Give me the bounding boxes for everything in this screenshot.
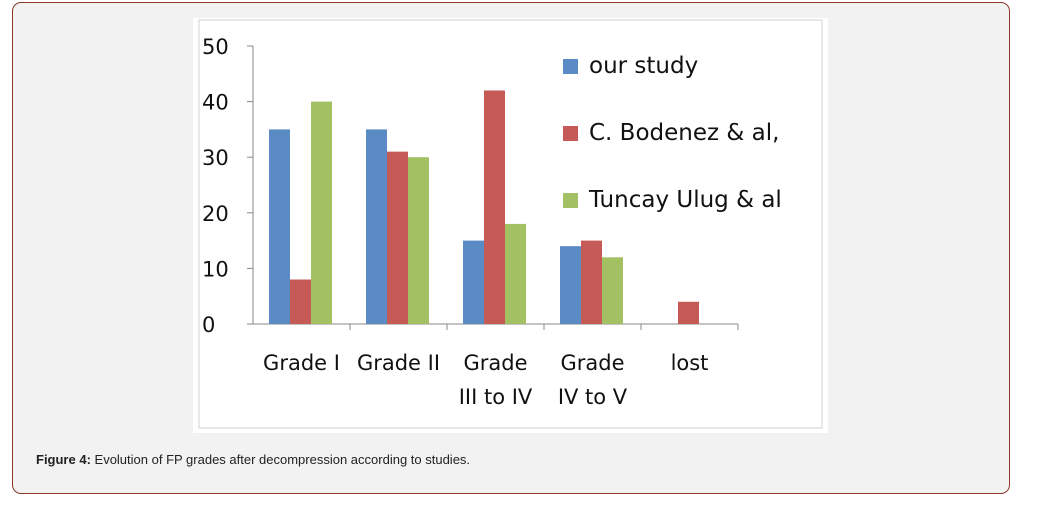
bar-c-bodenez-al- — [290, 279, 311, 324]
bar-c-bodenez-al- — [678, 301, 699, 324]
y-tick-label: 20 — [202, 202, 229, 226]
x-tick-label: III to IV — [459, 385, 533, 409]
legend-label: C. Bodenez & al, — [589, 120, 779, 146]
y-tick-label: 0 — [202, 313, 215, 337]
bar-tuncay-ulug-al — [311, 101, 332, 324]
bar-our-study — [463, 240, 484, 324]
y-tick-label: 30 — [202, 146, 229, 170]
bar-our-study — [269, 129, 290, 324]
legend-swatch — [563, 126, 578, 141]
caption-label: Figure 4: — [36, 452, 91, 467]
figure-caption: Figure 4: Evolution of FP grades after d… — [36, 452, 470, 467]
x-tick-label: lost — [671, 351, 709, 375]
legend-label: Tuncay Ulug & al — [588, 187, 782, 213]
chart-border — [198, 19, 823, 429]
x-tick-label: Grade — [463, 351, 527, 375]
caption-text: Evolution of FP grades after decompressi… — [90, 452, 471, 467]
bar-tuncay-ulug-al — [408, 157, 429, 324]
y-tick-label: 40 — [202, 91, 229, 115]
y-tick-label: 50 — [202, 35, 229, 59]
bar-chart: 0 10 20 30 40 50 Grade I Grade II Grade III to IV… — [193, 18, 828, 433]
y-tick-label: 10 — [202, 257, 229, 281]
legend-label: our study — [589, 53, 698, 79]
bar-c-bodenez-al- — [387, 151, 408, 324]
bar-our-study — [560, 246, 581, 324]
bar-tuncay-ulug-al — [505, 223, 526, 324]
x-tick-label: Grade II — [357, 351, 440, 375]
bar-c-bodenez-al- — [484, 90, 505, 324]
x-tick-label: Grade I — [263, 351, 340, 375]
bar-tuncay-ulug-al — [602, 257, 623, 324]
x-tick-label: Grade — [560, 351, 624, 375]
bar-our-study — [366, 129, 387, 324]
chart-svg: 0 10 20 30 40 50 Grade I Grade II Grade III to IV… — [198, 19, 823, 429]
bar-c-bodenez-al- — [581, 240, 602, 324]
legend-swatch — [563, 59, 578, 74]
x-tick-label: IV to V — [558, 385, 628, 409]
legend-swatch — [563, 193, 578, 208]
